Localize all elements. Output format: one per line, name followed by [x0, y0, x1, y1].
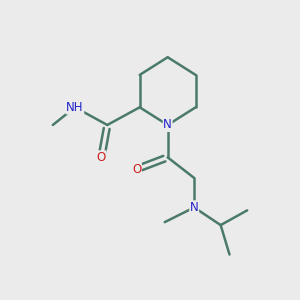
Text: NH: NH — [66, 101, 84, 114]
Text: O: O — [97, 151, 106, 164]
Text: N: N — [190, 201, 199, 214]
Text: O: O — [132, 163, 141, 176]
Text: N: N — [163, 118, 172, 131]
